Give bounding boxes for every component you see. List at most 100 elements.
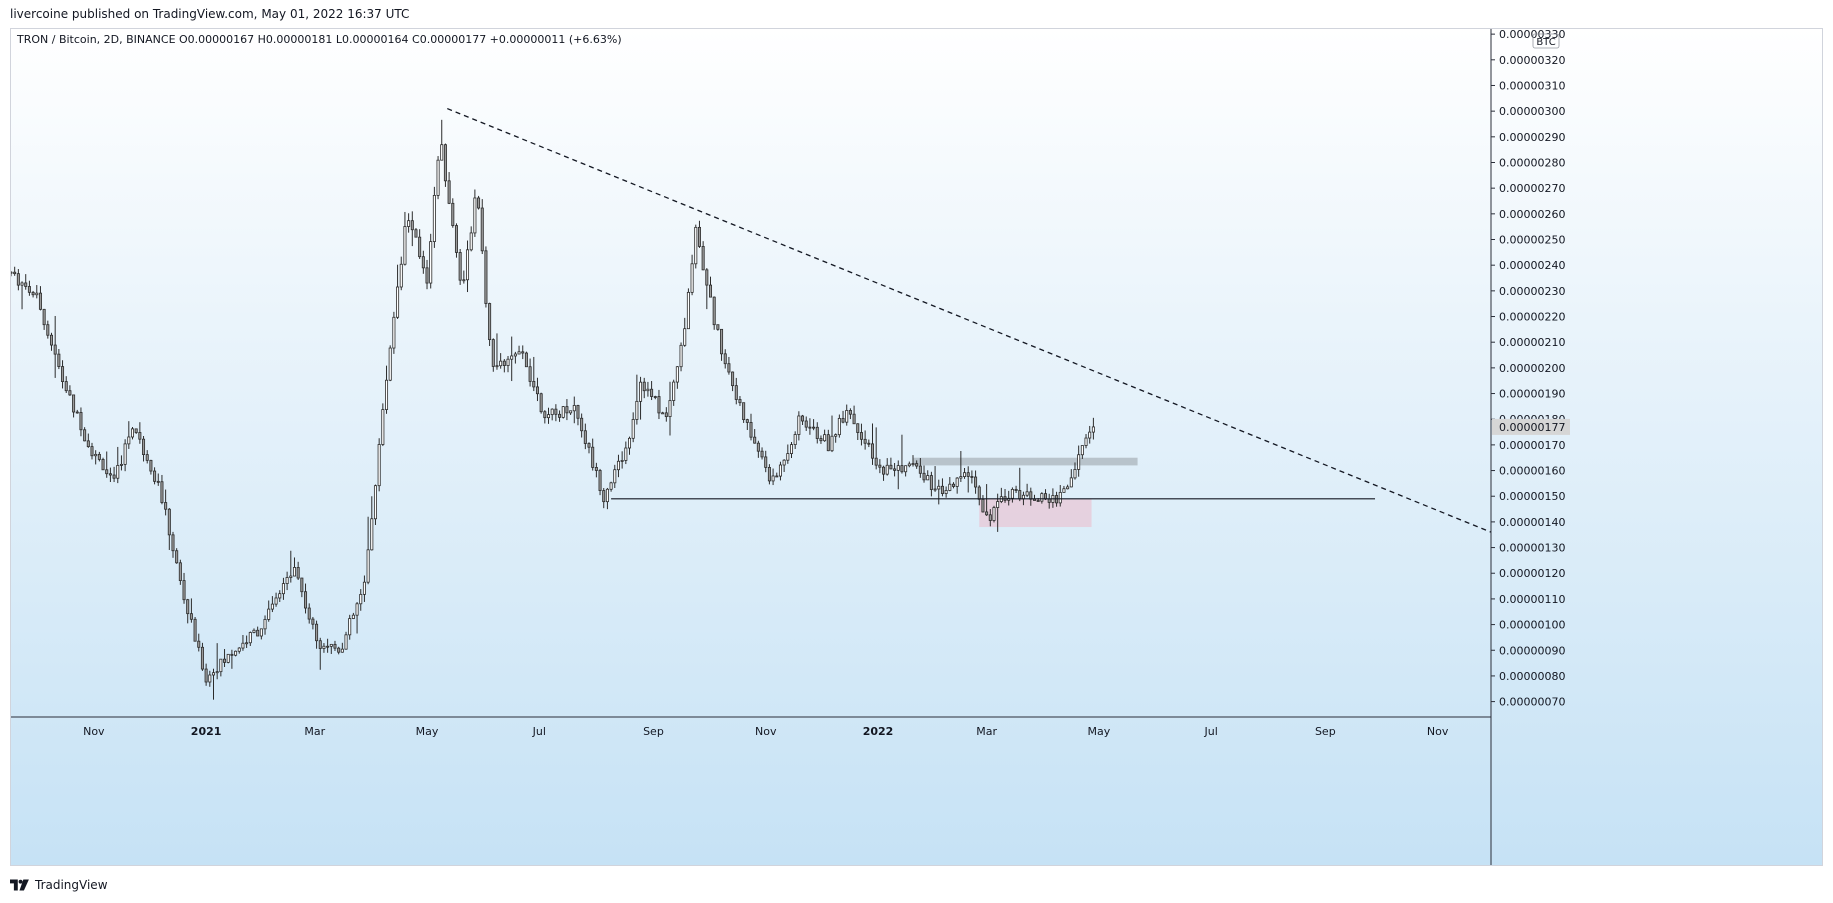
candle[interactable] [778,464,782,477]
candle[interactable] [885,464,889,475]
candle[interactable] [75,411,79,414]
descending-trendline[interactable] [447,107,1492,533]
candle[interactable] [605,488,609,503]
candle[interactable] [11,271,13,274]
candle[interactable] [675,366,679,383]
candle[interactable] [609,482,613,490]
candle[interactable] [138,432,142,440]
candle[interactable] [808,426,812,429]
candle[interactable] [499,360,503,367]
candle[interactable] [164,502,168,510]
candle[interactable] [348,618,352,636]
candle[interactable] [933,488,937,491]
candle[interactable] [749,422,753,438]
candle[interactable] [171,534,175,552]
candle[interactable] [234,650,238,656]
candle[interactable] [24,282,28,287]
candle[interactable] [90,446,94,457]
candle[interactable] [1073,469,1077,479]
candle[interactable] [351,614,355,619]
candle[interactable] [664,412,668,418]
candle[interactable] [127,436,131,445]
candle[interactable] [708,284,713,298]
candle[interactable] [1018,490,1022,500]
candle[interactable] [337,647,341,653]
candle[interactable] [245,642,249,645]
candle[interactable] [20,282,24,286]
candle[interactable] [429,241,433,284]
candle[interactable] [639,381,643,402]
candle[interactable] [959,476,963,479]
candle[interactable] [642,381,646,392]
candle[interactable] [661,412,665,415]
candle[interactable] [488,303,492,341]
candle[interactable] [223,658,227,663]
candle[interactable] [929,475,933,490]
candle[interactable] [355,603,359,616]
candle[interactable] [870,443,874,459]
candle[interactable] [156,480,160,483]
candle[interactable] [292,567,296,577]
candle[interactable] [889,464,893,470]
candle[interactable] [473,197,477,234]
candle[interactable] [97,453,101,460]
candle[interactable] [304,591,308,609]
candle[interactable] [79,412,83,431]
candle[interactable] [108,473,112,476]
candle[interactable] [211,672,215,676]
candle[interactable] [963,472,967,477]
candle[interactable] [716,324,720,330]
candle[interactable] [160,481,164,503]
candle[interactable] [396,286,400,318]
candle[interactable] [333,643,337,649]
candle[interactable] [874,457,878,466]
resistance-zone-box[interactable] [912,457,1138,466]
candle[interactable] [893,468,897,471]
candle[interactable] [697,226,701,247]
candle[interactable] [937,485,941,490]
candle[interactable] [142,438,146,455]
chart-area[interactable]: 0.00000330 0.00000320 0.00000310 0.00000300… [10,28,1823,866]
candle[interactable] [256,629,260,637]
candle[interactable] [1058,492,1062,504]
candle[interactable] [760,450,764,458]
candle[interactable] [1014,488,1018,491]
candle[interactable] [477,197,481,209]
candle[interactable] [454,225,458,253]
candle[interactable] [727,363,731,373]
candle[interactable] [992,507,996,521]
candle[interactable] [594,467,598,471]
candle[interactable] [64,381,68,392]
candle[interactable] [738,399,742,404]
candle[interactable] [848,410,852,415]
candle[interactable] [856,423,860,433]
candle[interactable] [926,475,930,481]
candle[interactable] [628,437,632,449]
candle[interactable] [72,394,76,413]
candle[interactable] [16,273,20,286]
candle[interactable] [951,483,955,487]
candle[interactable] [123,443,127,465]
price-chart[interactable]: 0.00000330 0.00000320 0.00000310 0.00000300… [11,29,1822,865]
candle[interactable] [981,498,985,513]
candle[interactable] [274,597,278,605]
candle[interactable] [495,365,499,368]
candle[interactable] [561,406,565,418]
candle[interactable] [42,308,46,326]
candle[interactable] [841,417,845,423]
candle[interactable] [57,353,61,367]
candle[interactable] [705,269,709,286]
candle[interactable] [105,469,109,475]
candle[interactable] [970,476,974,478]
candle[interactable] [462,279,466,282]
candle[interactable] [237,647,241,652]
candle[interactable] [635,400,639,420]
candle[interactable] [996,501,1000,508]
candle[interactable] [775,475,779,478]
candle[interactable] [267,608,271,620]
candle[interactable] [31,291,35,296]
candle[interactable] [852,413,856,425]
candle[interactable] [421,256,425,269]
candle[interactable] [646,388,650,392]
candle[interactable] [432,195,436,242]
